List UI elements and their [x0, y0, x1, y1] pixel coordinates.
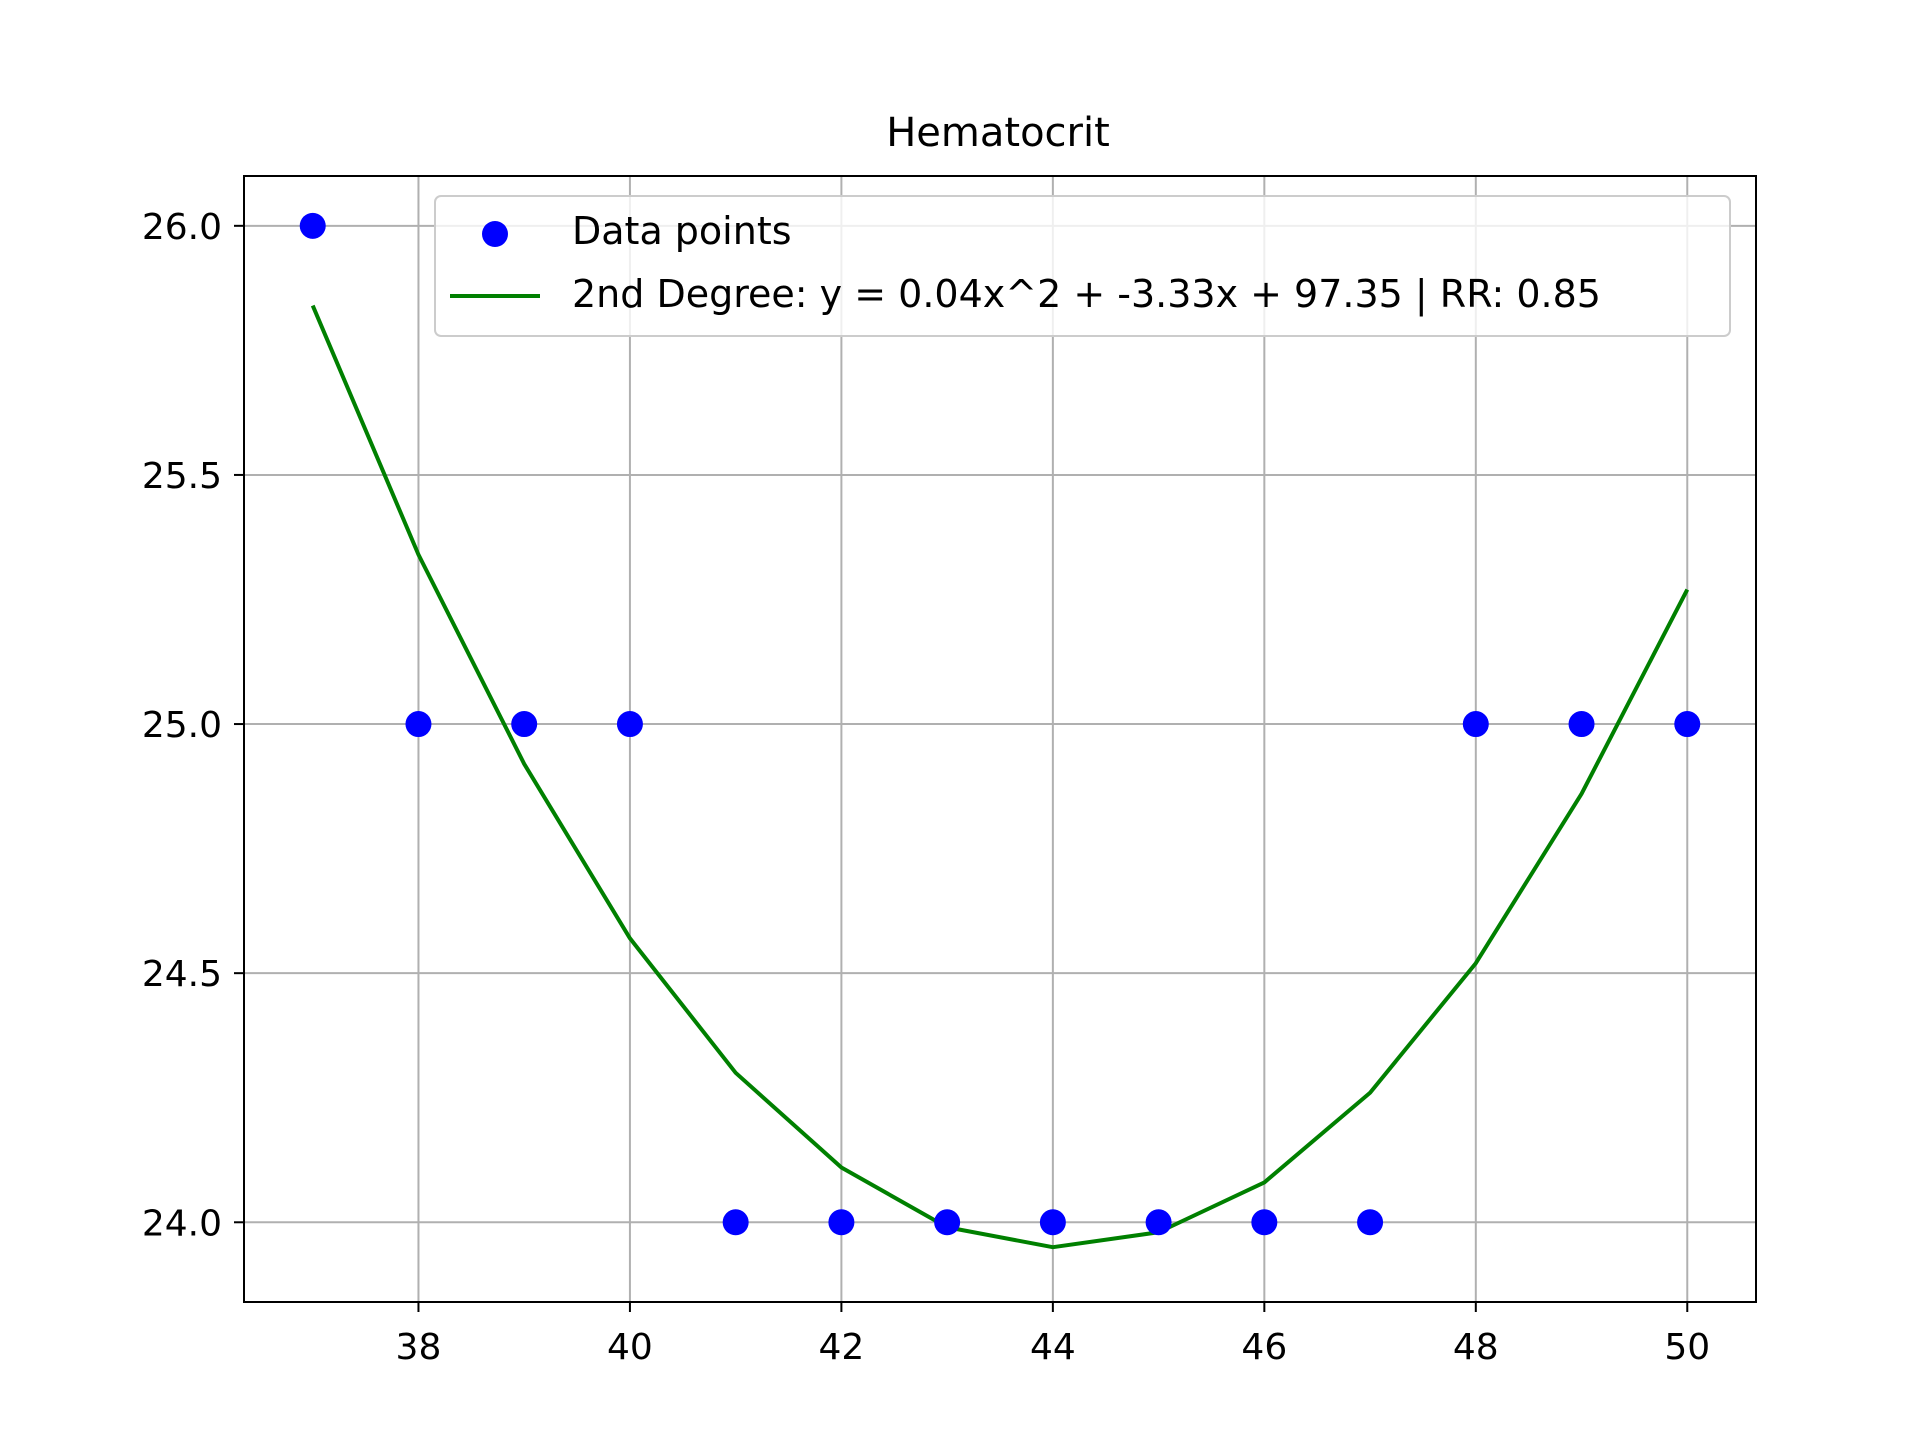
chart-title: Hematocrit [886, 110, 1110, 156]
legend-marker-data-points [482, 221, 508, 247]
data-point-2 [511, 711, 538, 738]
y-tick-label-2: 25.0 [142, 705, 222, 746]
x-tick-label-1: 40 [607, 1327, 653, 1368]
data-point-0 [299, 212, 326, 239]
x-tick-label-2: 42 [818, 1327, 864, 1368]
legend-label-data-points: Data points [572, 209, 792, 253]
legend-box [434, 195, 1731, 337]
plot-area: 38 40 42 44 46 48 50 24.0 24.5 25.0 25.5 26.0 [142, 175, 1757, 1368]
data-point-13 [1674, 711, 1701, 738]
y-tick-label-1: 24.5 [142, 954, 222, 995]
data-point-6 [934, 1209, 961, 1236]
fit-line [310, 304, 1690, 1250]
x-tick-label-4: 46 [1241, 1327, 1287, 1368]
data-point-9 [1251, 1209, 1278, 1236]
x-tick-label-0: 38 [396, 1327, 442, 1368]
data-point-5 [828, 1209, 855, 1236]
data-point-3 [616, 711, 643, 738]
x-tick-label-3: 44 [1030, 1327, 1076, 1368]
x-tick-label-5: 48 [1453, 1327, 1499, 1368]
data-point-1 [405, 711, 432, 738]
plot-frame [243, 175, 1757, 1303]
data-point-12 [1568, 711, 1595, 738]
y-tick-label-0: 24.0 [142, 1203, 222, 1244]
legend-label-fit-line: 2nd Degree: y = 0.04x^2 + -3.33x + 97.35… [572, 272, 1601, 317]
x-tick-label-6: 50 [1664, 1327, 1710, 1368]
data-point-4 [722, 1209, 749, 1236]
y-tick-label-4: 26.0 [142, 207, 222, 248]
data-point-10 [1357, 1209, 1384, 1236]
data-point-11 [1462, 711, 1489, 738]
y-tick-label-3: 25.5 [142, 456, 222, 497]
data-point-8 [1145, 1209, 1172, 1236]
legend: Data points 2nd Degree: y = 0.04x^2 + -3… [434, 195, 1731, 337]
data-point-7 [1039, 1209, 1066, 1236]
